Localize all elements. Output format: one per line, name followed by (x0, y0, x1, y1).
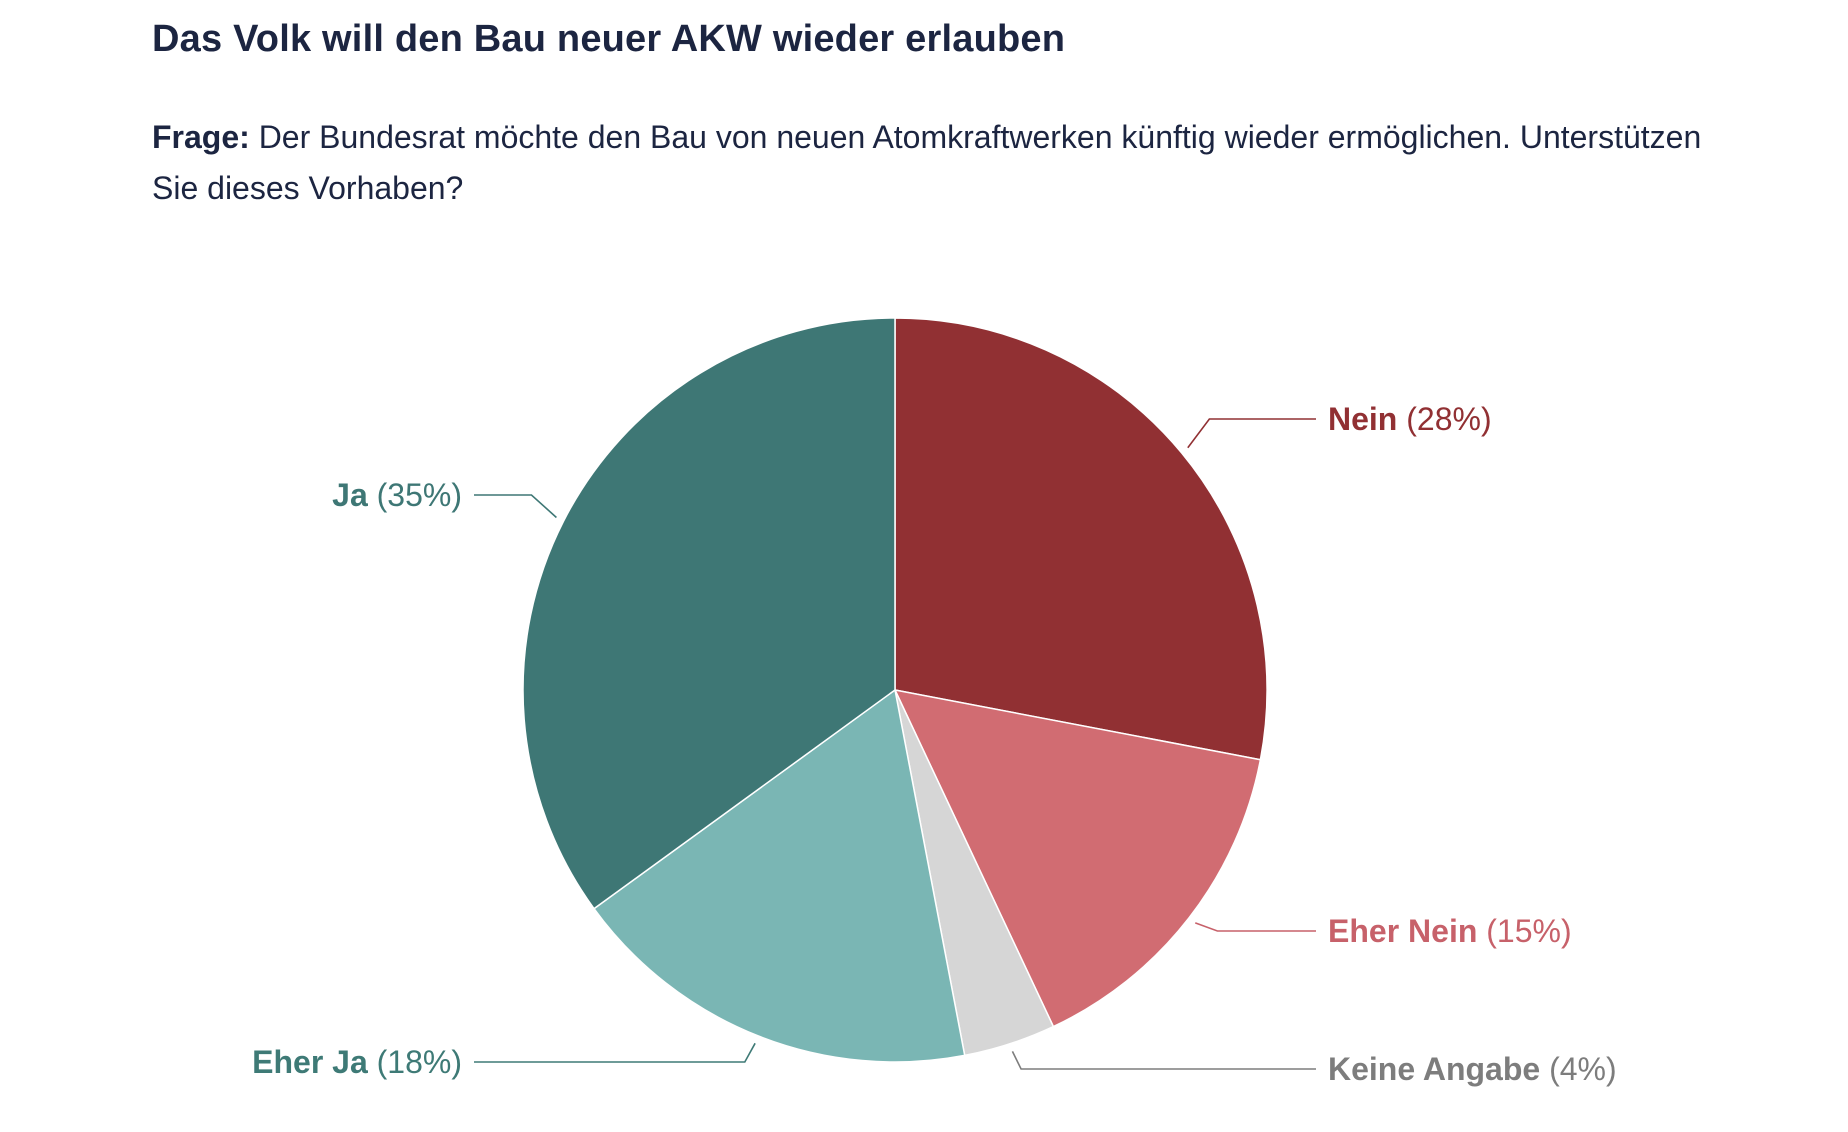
slice-label-value: (18%) (368, 1044, 462, 1080)
question-label: Frage: (152, 119, 250, 155)
pie-slice-eher-ja (592, 688, 966, 1063)
slice-label-value: (15%) (1477, 913, 1571, 949)
leader-line-nein (1187, 418, 1316, 449)
slice-label-name: Eher Nein (1328, 913, 1477, 949)
slice-label-value: (35%) (368, 477, 462, 513)
leader-line-eher-ja (474, 1042, 756, 1063)
slice-label-name: Eher Ja (252, 1044, 368, 1080)
pie-slice-nein (894, 317, 1268, 761)
pie-slice-ja (522, 317, 896, 910)
slice-label-name: Ja (332, 477, 368, 513)
chart-title: Das Volk will den Bau neuer AKW wieder e… (152, 18, 1066, 60)
question-text: Frage: Der Bundesrat möchte den Bau von … (152, 112, 1712, 214)
pie-slice-eher-nein (893, 688, 1262, 1028)
leader-line-keine-angabe (1011, 1051, 1316, 1070)
slice-label-value: (28%) (1397, 401, 1491, 437)
slice-label-nein: Nein (28%) (1328, 401, 1492, 437)
slice-label-name: Keine Angabe (1328, 1051, 1540, 1087)
question-body: Der Bundesrat möchte den Bau von neuen A… (152, 119, 1702, 206)
leader-line-eher-nein (1194, 922, 1316, 932)
slice-label-eher-nein: Eher Nein (15%) (1328, 913, 1572, 949)
slice-label-keine-angabe: Keine Angabe (4%) (1328, 1051, 1617, 1087)
slice-label-eher-ja: Eher Ja (18%) (252, 1044, 462, 1080)
slice-label-name: Nein (1328, 401, 1397, 437)
leader-line-ja (474, 494, 557, 519)
slice-label-value: (4%) (1540, 1051, 1616, 1087)
pie-slices (522, 317, 1268, 1063)
pie-labels: Nein (28%) Eher Nein (15%) Keine Angabe (4… (252, 401, 1617, 1087)
pie-leader-lines (474, 418, 1316, 1070)
slice-label-ja: Ja (35%) (332, 477, 462, 513)
